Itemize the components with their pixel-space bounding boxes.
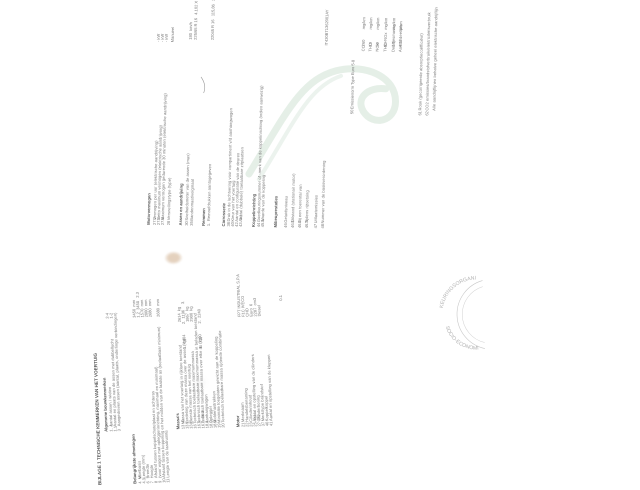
svg-text:SOCIO-ECONOMI: SOCIO-ECONOMI — [444, 324, 479, 353]
svg-text:KEURINGSORGANI: KEURINGSORGANI — [438, 275, 477, 308]
